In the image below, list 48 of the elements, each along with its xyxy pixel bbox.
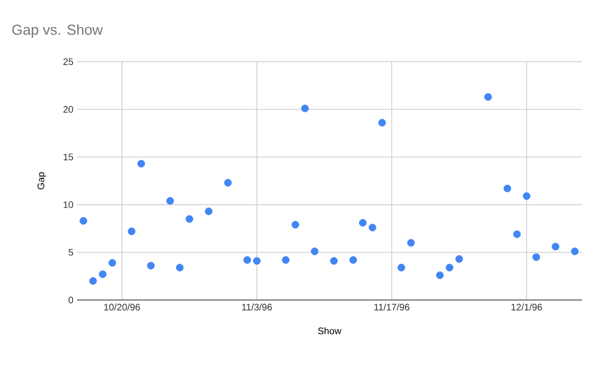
x-tick-label: 11/17/96 [374,304,410,310]
chart-title: Gap vs. Show [12,24,103,38]
point [330,257,338,265]
point [522,192,530,200]
point [176,264,184,272]
point [166,197,174,205]
point [378,118,386,126]
point [513,230,521,238]
point [98,270,106,278]
y-tick-label: 25 [63,58,74,66]
point [147,262,155,270]
point [532,253,540,261]
x-tick-label: 12/1/96 [512,304,542,310]
point [310,248,318,256]
point [108,259,116,267]
point [436,271,444,279]
point [204,208,212,216]
y-tick-label: 0 [68,296,74,304]
point [504,184,512,192]
point [137,160,146,168]
point [570,248,579,256]
point [89,277,97,285]
point [128,228,136,236]
y-tick-label: 10 [64,201,74,208]
point [455,255,463,263]
point [80,217,88,225]
x-tick-label: 10/20/96 [104,304,140,310]
point [407,239,415,247]
point [224,178,232,187]
x-axis-title: Show [318,327,342,334]
point [349,256,357,264]
point [243,256,251,264]
point [186,215,194,223]
y-tick-label: 20 [63,106,74,113]
y-tick-label: 5 [68,249,74,256]
y-tick-label: 15 [64,154,74,160]
point [368,224,376,232]
y-axis-title: Gap [38,172,46,190]
point [398,264,406,272]
x-tick-label: 11/3/96 [242,304,272,310]
point [484,93,492,101]
point [282,256,290,264]
point [253,257,261,265]
point [301,104,309,112]
point [292,220,300,228]
point [552,242,560,250]
point [359,219,367,227]
point [446,264,454,272]
